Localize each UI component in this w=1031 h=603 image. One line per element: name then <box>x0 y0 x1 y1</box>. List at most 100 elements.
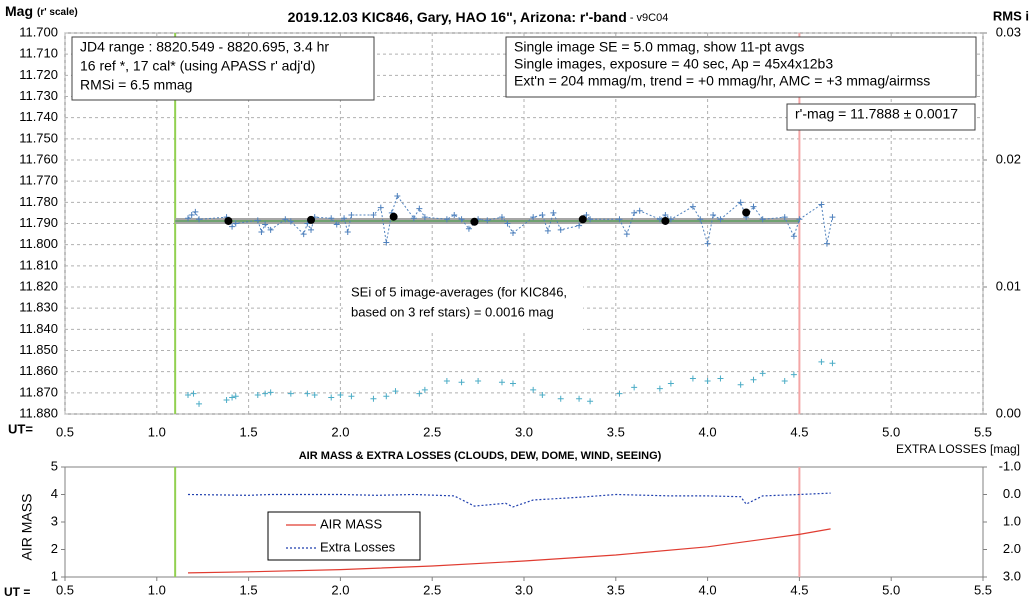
point <box>539 391 546 398</box>
x-tick-label: 4.5 <box>790 582 808 597</box>
y-tick-label: 5 <box>51 458 58 473</box>
point <box>416 205 423 212</box>
average-point <box>389 212 398 221</box>
x-tick-label: 3.0 <box>515 424 533 439</box>
point <box>631 384 638 391</box>
annotation-text: Ext'n = 204 mmag/m, trend = +0 mmag/hr, … <box>514 73 930 89</box>
series-line <box>187 492 831 508</box>
point <box>504 220 511 227</box>
y-axis-label: AIR MASS <box>19 494 35 561</box>
point <box>370 212 377 219</box>
point <box>190 390 197 397</box>
point <box>759 216 766 223</box>
x-tick-label: 5.5 <box>974 582 992 597</box>
point <box>421 386 428 393</box>
point <box>710 212 717 219</box>
point <box>829 214 836 221</box>
point <box>583 212 590 219</box>
point <box>341 215 348 222</box>
y-tick-label: 11.860 <box>19 363 58 378</box>
point <box>410 215 417 222</box>
point <box>383 239 390 246</box>
x-tick-label: 4.5 <box>790 424 808 439</box>
y-tick-label: 1 <box>51 568 58 583</box>
point <box>750 203 757 210</box>
y-axis-label: Mag (r' scale) <box>5 3 78 19</box>
point <box>704 377 711 384</box>
point <box>458 216 465 223</box>
y2-tick-label: 0.02 <box>996 151 1021 166</box>
point <box>550 209 557 216</box>
point <box>287 390 294 397</box>
point <box>530 386 537 393</box>
y-label: Mag <box>5 3 33 19</box>
x-tick-label: 3.5 <box>607 582 625 597</box>
point <box>267 389 274 396</box>
point <box>576 222 583 229</box>
point <box>484 217 491 224</box>
point <box>304 390 311 397</box>
x-tick-label: 3.0 <box>515 582 533 597</box>
point <box>539 212 546 219</box>
subtitle: - v9C04 <box>627 12 669 24</box>
point <box>196 400 203 407</box>
y-tick-label: 3 <box>51 513 58 528</box>
legend-label: Extra Losses <box>320 539 396 554</box>
point <box>267 226 274 233</box>
y-tick-label: 11.770 <box>19 173 58 188</box>
annotation-box <box>71 36 375 101</box>
point <box>328 215 335 222</box>
point <box>667 380 674 387</box>
annotation-box <box>505 36 977 98</box>
y-tick-label: 11.880 <box>19 405 58 420</box>
point <box>392 388 399 395</box>
point <box>188 212 195 219</box>
point <box>818 201 825 208</box>
y-tick-label: 11.830 <box>19 300 58 315</box>
point <box>576 395 583 402</box>
point <box>328 394 335 401</box>
point <box>829 360 836 367</box>
point <box>509 380 516 387</box>
point <box>823 240 830 247</box>
point <box>348 393 355 400</box>
point <box>616 390 623 397</box>
point <box>587 216 594 223</box>
chart-title: 2019.12.03 KIC846, Gary, HAO 16", Arizon… <box>288 9 669 25</box>
y-tick-label: 11.780 <box>19 194 58 209</box>
point <box>623 231 630 238</box>
y-label-unit: (r' scale) <box>37 7 78 18</box>
y2-tick-label: 0.01 <box>996 278 1021 293</box>
annotation-text: Single images, exposure = 40 sec, Ap = 4… <box>514 56 833 72</box>
point <box>443 377 450 384</box>
y-tick-label: 11.710 <box>19 46 58 61</box>
point <box>348 212 355 219</box>
point <box>232 393 239 400</box>
annotation-text: r'-mag = 11.7888 ± 0.0017 <box>795 106 958 122</box>
x-tick-label: 4.0 <box>699 424 717 439</box>
point <box>458 379 465 386</box>
point <box>196 216 203 223</box>
annotation-box <box>343 282 583 330</box>
point <box>300 231 307 238</box>
point <box>262 390 269 397</box>
point <box>262 221 269 228</box>
y-tick-label: 11.740 <box>19 109 58 124</box>
point <box>451 212 458 219</box>
point <box>750 376 757 383</box>
y2-tick-label: 0.0 <box>1003 486 1021 501</box>
y2-axis-label: RMS i <box>993 8 1029 23</box>
y2-tick-label: 0.03 <box>996 24 1021 39</box>
point <box>344 228 351 235</box>
y-tick-label: 11.840 <box>19 321 58 336</box>
point <box>790 233 797 240</box>
x-tick-label: 5.0 <box>882 582 900 597</box>
legend-box <box>267 511 421 561</box>
point <box>229 394 236 401</box>
y-tick-label: 11.790 <box>19 215 58 230</box>
point <box>530 214 537 221</box>
y-tick-label: 11.700 <box>19 24 58 39</box>
point <box>717 216 724 223</box>
x-tick-label: 3.5 <box>607 424 625 439</box>
point <box>737 199 744 206</box>
